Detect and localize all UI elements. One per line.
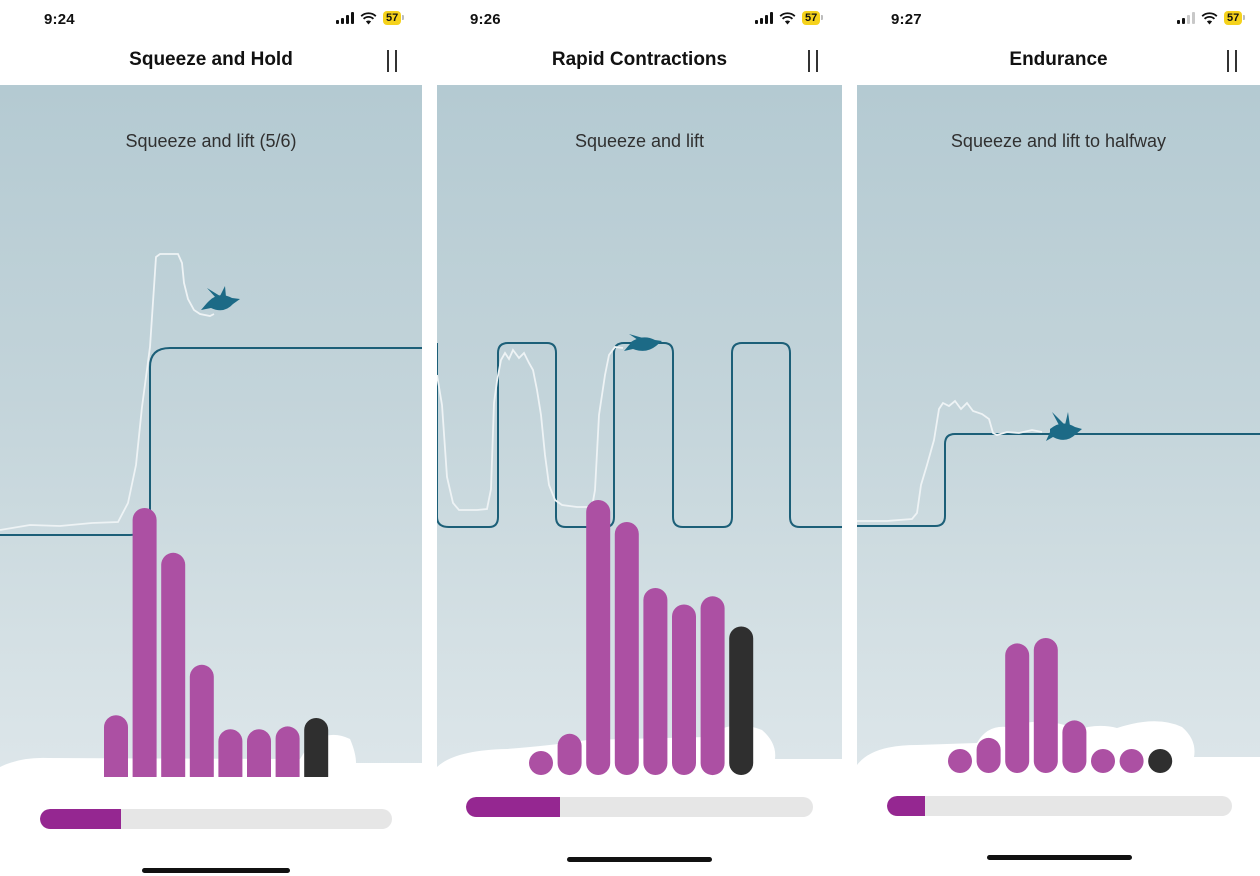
signal-icon [1177, 12, 1195, 24]
game-canvas [437, 334, 842, 777]
rep-bar [132, 508, 157, 777]
pause-icon[interactable] [386, 50, 398, 72]
bar-chart [529, 500, 754, 776]
status-bar: 9:24 57 [0, 0, 422, 40]
instruction-text: Squeeze and lift (5/6) [125, 131, 297, 151]
progress-fill [40, 809, 121, 829]
rep-bar [218, 729, 243, 777]
effort-trace [437, 346, 624, 511]
rep-bar [275, 726, 300, 777]
rep-bar [247, 729, 271, 777]
progress-fill [466, 797, 560, 817]
bird-icon [1046, 412, 1082, 441]
bar-chart [104, 508, 329, 777]
rep-bar [1005, 643, 1030, 773]
target-line [0, 347, 422, 536]
snow-ground [437, 725, 842, 777]
exercise-title: Endurance [1009, 49, 1108, 70]
status-bar: 9:27 57 [857, 0, 1260, 40]
target-line [857, 433, 1260, 527]
rep-bar [614, 522, 639, 775]
snow-ground [857, 721, 1260, 777]
status-time: 9:24 [44, 11, 75, 28]
game-canvas [857, 399, 1260, 777]
instruction-text: Squeeze and lift [574, 131, 705, 151]
screen-squeeze-and-hold: 9:24 57 Squeeze and Hold Squeeze and lif… [0, 0, 422, 876]
rep-bar [161, 552, 186, 777]
status-bar: 9:26 57 [437, 0, 842, 40]
instruction-text: Squeeze and lift to halfway [950, 131, 1167, 151]
home-indicator[interactable] [567, 857, 712, 862]
pause-icon[interactable] [807, 50, 819, 72]
rep-bar [643, 588, 668, 775]
status-time: 9:26 [470, 11, 501, 28]
rep-bar [672, 604, 696, 775]
battery-icon: 57 [1224, 11, 1246, 25]
battery-icon: 57 [383, 11, 405, 25]
wifi-icon [360, 11, 377, 24]
progress-fill [887, 796, 925, 816]
screen-endurance: 9:27 57 Endurance Squeeze and lift to ha… [857, 0, 1260, 876]
rep-bar [1091, 749, 1115, 773]
wifi-icon [1201, 11, 1218, 24]
rep-bar [1062, 720, 1087, 773]
bar-chart [948, 638, 1173, 773]
current-rep-bar [304, 718, 329, 777]
rep-bar [1033, 638, 1058, 773]
rep-bar [1119, 749, 1144, 773]
rep-bar [586, 500, 611, 775]
battery-icon: 57 [802, 11, 824, 25]
rep-bar [557, 733, 582, 776]
effort-trace [857, 399, 1043, 522]
game-area: Squeeze and lift [437, 85, 842, 777]
home-indicator[interactable] [987, 855, 1132, 860]
rep-bar [976, 737, 1001, 773]
bird-icon [201, 286, 240, 311]
progress-bar [40, 809, 392, 829]
progress-bar [887, 796, 1232, 816]
game-area: Squeeze and lift (5/6) [0, 85, 422, 777]
home-indicator[interactable] [142, 868, 290, 873]
game-area: Squeeze and lift to halfway [857, 85, 1260, 777]
exercise-title: Squeeze and Hold [129, 49, 293, 70]
wifi-icon [779, 11, 796, 24]
bird-icon [624, 334, 662, 351]
rep-bar [104, 715, 128, 777]
progress-bar [466, 797, 813, 817]
screen-rapid-contractions: 9:26 57 Rapid Contractions Squeeze and l… [437, 0, 842, 876]
signal-icon [336, 12, 354, 24]
target-line [437, 342, 842, 528]
pause-icon[interactable] [1226, 50, 1238, 72]
rep-bar [189, 664, 214, 777]
game-canvas [0, 253, 422, 777]
rep-bar [948, 749, 972, 773]
rep-bar [529, 751, 553, 775]
effort-trace [0, 253, 215, 531]
exercise-title: Rapid Contractions [551, 49, 728, 70]
signal-icon [755, 12, 773, 24]
status-time: 9:27 [891, 11, 922, 28]
current-rep-bar [1148, 749, 1173, 773]
rep-bar [700, 596, 725, 776]
current-rep-bar [729, 626, 754, 775]
